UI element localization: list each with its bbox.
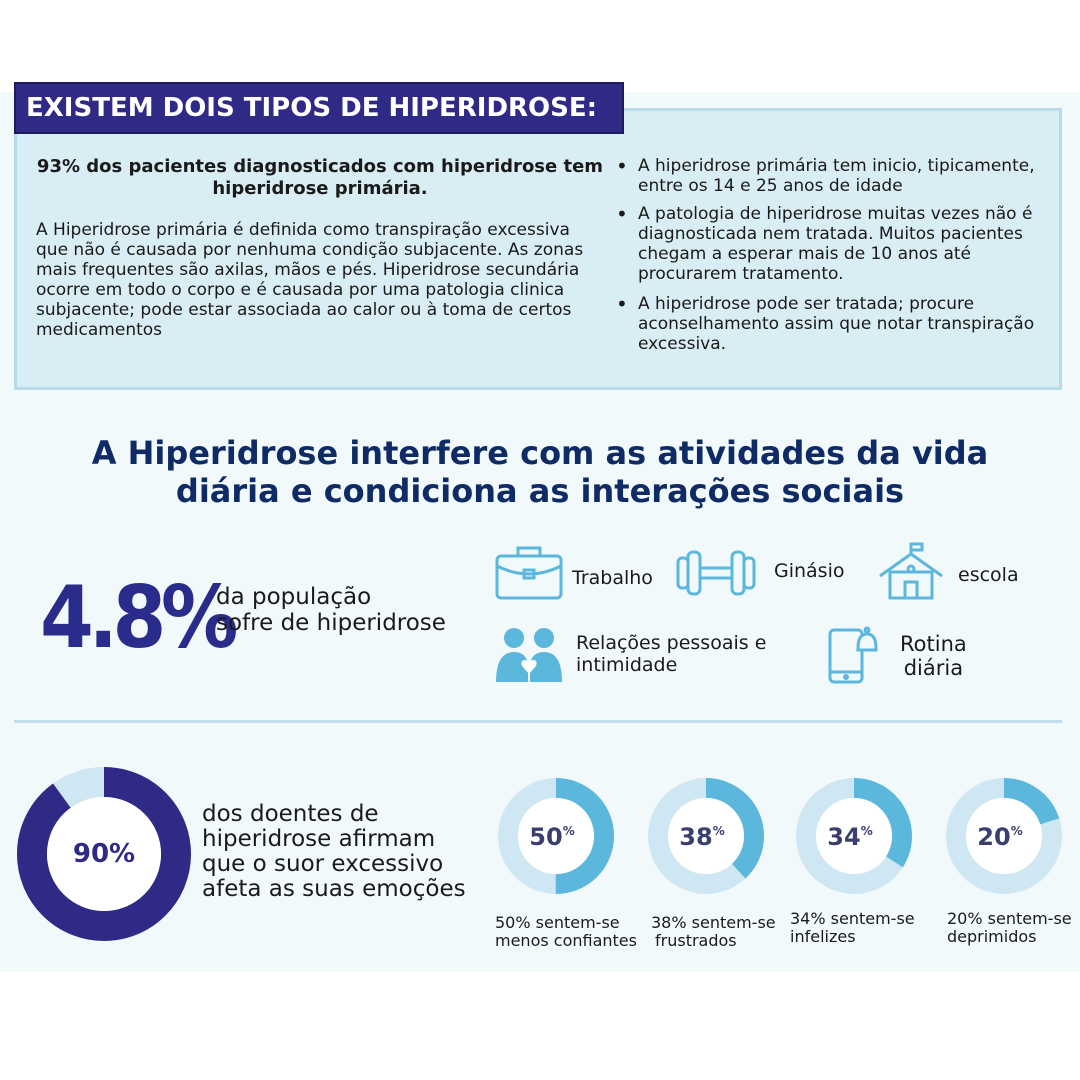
population-line-2: sofre de hiperidrose <box>216 610 446 636</box>
donut-unhappiness: 34% <box>796 778 912 894</box>
fact-item: A hiperidrose primária tem inicio, tipic… <box>614 156 1064 196</box>
activity-gym-label: Ginásio <box>774 560 845 582</box>
percent-sign: % <box>563 824 575 838</box>
caption-confidence: 50% sentem-se menos confiantes <box>495 914 637 950</box>
caption-depression: 20% sentem-se deprimidos <box>947 910 1072 946</box>
main-donut-line: que o suor excessivo <box>202 851 444 877</box>
caption-frustration: 38% sentem-se frustrados <box>651 914 776 950</box>
section-divider <box>14 720 1062 723</box>
donut-confidence: 50% <box>498 778 614 894</box>
intro-lead: 93% dos pacientes diagnosticados com hip… <box>36 156 604 199</box>
caption-line: infelizes <box>790 927 856 946</box>
intro-column: 93% dos pacientes diagnosticados com hip… <box>36 156 604 340</box>
svg-text:38%: 38% <box>679 823 724 851</box>
caption-line: 50% sentem-se <box>495 913 620 932</box>
phone-bell-icon <box>828 626 878 684</box>
activity-routine-line-2: diária <box>903 656 964 680</box>
main-donut-line: hiperidrose afirmam <box>202 826 436 852</box>
percent-sign: % <box>1011 824 1023 838</box>
fact-item: A hiperidrose pode ser tratada; procure … <box>614 294 1064 354</box>
main-donut-arc <box>17 767 191 941</box>
donut-frustration-arc <box>648 778 764 894</box>
percent-sign: % <box>861 824 873 838</box>
svg-text:50%: 50% <box>529 823 574 851</box>
donut-confidence-arc <box>498 778 614 894</box>
fact-item: A patologia de hiperidrose muitas vezes … <box>614 204 1064 284</box>
activity-routine-label: Rotina diária <box>900 632 967 680</box>
main-donut: 90% <box>17 767 191 941</box>
donut-frustration: 38% <box>648 778 764 894</box>
donut-unhappiness-value: 34 <box>827 823 860 851</box>
svg-text:20%: 20% <box>977 823 1022 851</box>
dumbbell-icon <box>676 550 756 596</box>
main-donut-label: 90% <box>73 839 135 869</box>
school-icon <box>879 542 943 600</box>
caption-line: 38% sentem-se <box>651 913 776 932</box>
activity-relations: Relações pessoais e intimidade <box>494 624 766 684</box>
caption-line: 34% sentem-se <box>790 909 915 928</box>
donut-frustration-value: 38 <box>679 823 712 851</box>
population-stat: 4.8% <box>40 568 238 668</box>
caption-line: menos confiantes <box>495 931 637 950</box>
title-banner: EXISTEM DOIS TIPOS DE HIPERIDROSE: <box>14 82 624 134</box>
population-text: da população sofre de hiperidrose <box>216 584 446 636</box>
donut-unhappiness-arc <box>796 778 912 894</box>
activity-school-label: escola <box>958 564 1019 586</box>
facts-list: A hiperidrose primária tem inicio, tipic… <box>614 156 1064 362</box>
activity-school: escola <box>876 542 1019 602</box>
caption-unhappiness: 34% sentem-se infelizes <box>790 910 915 946</box>
briefcase-icon <box>495 546 563 600</box>
donut-depression-arc <box>946 778 1062 894</box>
activity-relations-label: Relações pessoais e intimidade <box>576 632 766 676</box>
activity-relations-line-1: Relações pessoais e <box>576 632 767 654</box>
caption-line: frustrados <box>655 931 737 950</box>
main-donut-line: dos doentes de <box>202 801 379 827</box>
donut-depression-value: 20 <box>977 823 1010 851</box>
donut-depression: 20% <box>946 778 1062 894</box>
intro-body: A Hiperidrose primária é definida como t… <box>36 220 584 340</box>
caption-line: 20% sentem-se <box>947 909 1072 928</box>
activity-routine: Rotina diária <box>826 626 967 686</box>
activity-relations-line-2: intimidade <box>576 654 678 676</box>
caption-line: deprimidos <box>947 927 1037 946</box>
section-title: A Hiperidrose interfere com as atividade… <box>91 434 989 510</box>
activity-work: Trabalho <box>494 542 653 602</box>
activity-work-label: Trabalho <box>572 567 653 589</box>
percent-sign: % <box>713 824 725 838</box>
activity-routine-line-1: Rotina <box>900 632 967 656</box>
main-donut-text: dos doentes de hiperidrose afirmam que o… <box>202 802 466 902</box>
population-line-1: da população <box>216 584 372 610</box>
activity-gym: Ginásio <box>674 548 845 598</box>
main-donut-line: afeta as suas emoções <box>202 876 466 902</box>
couple-icon <box>496 628 562 682</box>
donut-confidence-value: 50 <box>529 823 562 851</box>
svg-text:34%: 34% <box>827 823 872 851</box>
